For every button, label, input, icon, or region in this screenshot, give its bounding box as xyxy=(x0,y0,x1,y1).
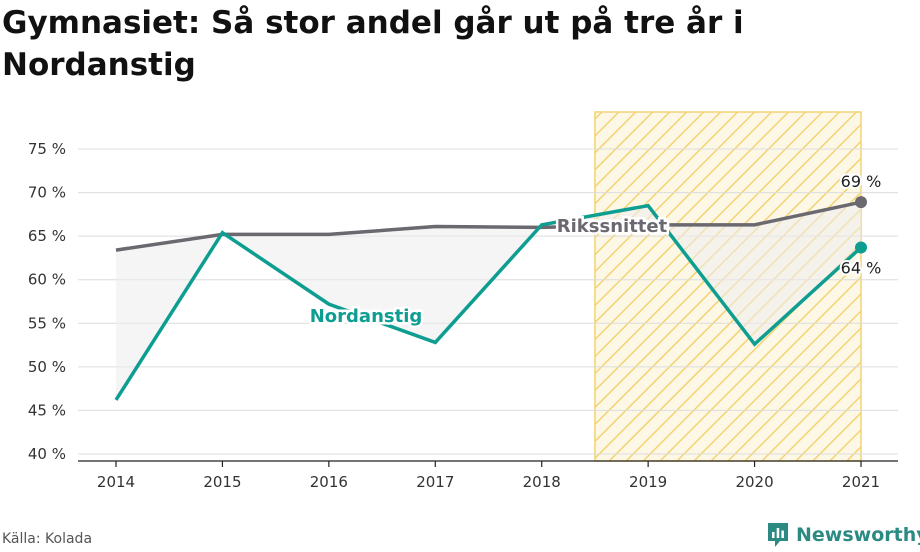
source-note: Källa: Kolada xyxy=(2,531,93,547)
y-tick-label: 70 % xyxy=(28,184,66,202)
series-line-nordanstig xyxy=(114,203,863,401)
x-tick-label: 2020 xyxy=(735,473,773,491)
x-tick-label: 2015 xyxy=(203,473,241,491)
newsworthy-logo-icon xyxy=(768,523,788,547)
y-tick-label: 45 % xyxy=(28,401,66,419)
series-line-rikssnittet xyxy=(115,200,862,252)
chart-title: Gymnasiet: Så stor andel går ut på tre å… xyxy=(2,5,744,83)
x-tick-label: 2017 xyxy=(416,473,454,491)
x-tick-label: 2016 xyxy=(310,473,348,491)
brand-name: Newsworthy xyxy=(796,524,920,546)
end-label-rikssnittet: 69 % xyxy=(841,172,882,191)
end-label-nordanstig: 64 % xyxy=(841,258,882,277)
y-tick-label: 65 % xyxy=(28,227,66,245)
y-tick-label: 75 % xyxy=(28,140,66,158)
difference-area xyxy=(116,202,861,400)
x-tick-label: 2018 xyxy=(523,473,561,491)
brand-logo: Newsworthy xyxy=(766,520,920,550)
y-tick-label: 60 % xyxy=(28,271,66,289)
x-tick-label: 2019 xyxy=(629,473,667,491)
y-tick-label: 50 % xyxy=(28,358,66,376)
series-label-rikssnittet: Rikssnittet xyxy=(557,216,668,237)
series-label-nordanstig: Nordanstig xyxy=(310,306,423,327)
x-tick-label: 2021 xyxy=(842,473,880,491)
y-tick-label: 55 % xyxy=(28,314,66,332)
end-point-nordanstig xyxy=(855,241,867,254)
end-point-rikssnittet xyxy=(855,196,867,209)
x-tick-label: 2014 xyxy=(97,473,135,491)
y-tick-label: 40 % xyxy=(28,445,66,463)
